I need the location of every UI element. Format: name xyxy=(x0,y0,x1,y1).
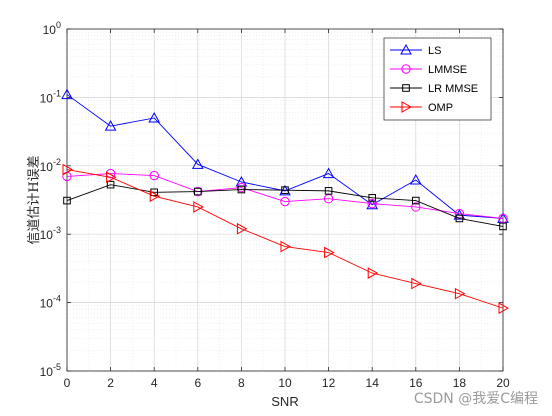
data-point-omp xyxy=(149,190,161,202)
data-point-lr-mmse xyxy=(455,214,464,223)
series-line-ls xyxy=(66,94,504,219)
y-tick-label: 100 xyxy=(43,20,61,37)
data-point-lr-mmse xyxy=(324,187,333,195)
data-point-lmmse xyxy=(280,196,290,207)
data-point-lr-mmse xyxy=(368,194,376,202)
y-axis-label: 信道估计H误差 xyxy=(27,155,42,244)
data-point-lmmse xyxy=(411,202,421,212)
data-point-omp xyxy=(193,201,204,213)
data-point-omp xyxy=(62,163,74,176)
legend-label-lmmse: LMMSE xyxy=(428,64,467,76)
series-omp xyxy=(62,163,510,314)
data-point-ls xyxy=(453,209,466,220)
data-point-ls xyxy=(61,88,73,100)
data-point-ls xyxy=(409,173,422,185)
data-point-omp xyxy=(106,171,117,184)
data-point-lmmse xyxy=(149,170,159,181)
data-point-lr-mmse xyxy=(63,196,71,205)
x-tick-label: 12 xyxy=(322,376,336,390)
y-tick-label: 10-4 xyxy=(40,294,61,311)
data-point-lr-mmse xyxy=(150,188,158,197)
data-point-omp xyxy=(367,267,379,279)
legend-label-ls: LS xyxy=(428,45,441,57)
data-point-lmmse xyxy=(367,198,377,209)
data-point-omp xyxy=(324,246,335,259)
x-tick-label: 18 xyxy=(453,376,467,390)
x-tick-label: 4 xyxy=(151,376,158,390)
x-tick-label: 14 xyxy=(366,376,380,390)
x-tick-label: 2 xyxy=(107,376,114,390)
x-tick-label: 16 xyxy=(409,376,423,390)
legend-marker-ls xyxy=(400,43,412,55)
data-point-lr-mmse xyxy=(106,180,115,189)
x-tick-label: 6 xyxy=(194,376,201,390)
watermark: CSDN @我爱C编程 xyxy=(413,391,538,407)
legend-marker-omp xyxy=(401,101,413,113)
y-tick-label: 10-2 xyxy=(40,157,61,174)
x-tick-label: 8 xyxy=(238,376,245,390)
legend-marker-lmmse xyxy=(401,64,411,74)
series-line-omp xyxy=(66,169,504,309)
data-point-lmmse xyxy=(236,182,247,193)
x-tick-label: 20 xyxy=(496,376,510,390)
axis-ticks: 0 2 4 6 8 10 12 14 16 18 20 100 10-1 10-2 10-3 10-4 10-5 xyxy=(40,20,510,390)
data-point-ls xyxy=(322,167,335,179)
series-layer xyxy=(61,88,510,314)
data-point-omp xyxy=(498,302,510,314)
data-point-lr-mmse xyxy=(281,186,289,194)
data-point-lr-mmse xyxy=(237,185,246,194)
series-line-lmmse xyxy=(66,173,504,219)
x-tick-label: 10 xyxy=(278,376,292,390)
y-tick-label: 10-5 xyxy=(40,362,61,379)
data-point-lr-mmse xyxy=(499,222,507,231)
data-point-omp xyxy=(280,240,292,253)
data-point-omp xyxy=(454,287,466,300)
y-tick-label: 10-3 xyxy=(40,225,61,242)
legend-label-omp: OMP xyxy=(428,102,453,114)
x-tick-label: 0 xyxy=(64,376,71,390)
data-point-lr-mmse xyxy=(412,196,420,205)
x-axis-label: SNR xyxy=(271,394,298,409)
grid xyxy=(66,29,504,372)
legend-marker-lr-mmse xyxy=(402,84,410,92)
y-tick-label: 10-1 xyxy=(40,88,61,105)
data-point-ls xyxy=(104,120,117,131)
data-point-ls xyxy=(148,111,161,123)
data-point-omp xyxy=(236,222,248,235)
data-point-ls xyxy=(191,158,204,169)
data-point-omp xyxy=(411,277,422,290)
data-point-lmmse xyxy=(454,208,465,219)
legend: LS LMMSE LR MMSE OMP xyxy=(383,37,492,121)
data-point-lr-mmse xyxy=(194,187,202,196)
legend-label-lr-mmse: LR MMSE xyxy=(428,83,478,95)
